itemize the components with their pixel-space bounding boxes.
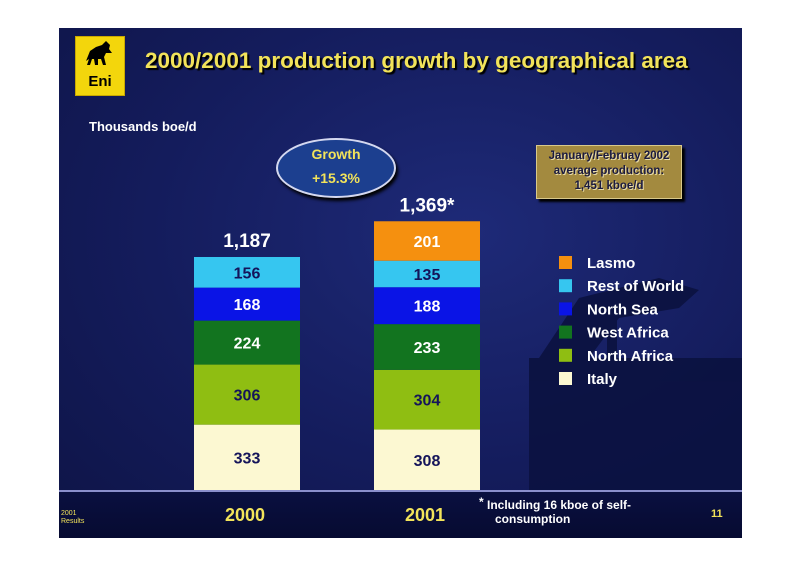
eni-logo: Eni bbox=[75, 36, 125, 96]
legend-swatch-north-sea bbox=[559, 302, 572, 316]
growth-badge: Growth +15.3% bbox=[276, 138, 396, 198]
x-label-2000: 2000 bbox=[225, 505, 266, 525]
label-2001-rest-of-world: 135 bbox=[414, 267, 441, 284]
page-number: 11 bbox=[711, 508, 723, 520]
bar-2000-west-africa bbox=[194, 320, 300, 365]
bottom-bar bbox=[59, 490, 742, 538]
legend-swatch-north-africa bbox=[559, 348, 572, 362]
slide: Eni 2000/2001 production growth by geogr… bbox=[59, 28, 742, 538]
total-2001: 1,369* bbox=[400, 195, 456, 216]
legend-label-italy: Italy bbox=[587, 371, 618, 388]
label-2000-rest-of-world: 156 bbox=[234, 265, 261, 282]
bar-2001-north-sea bbox=[374, 287, 480, 325]
jan-line-1: January/Februay 2002 bbox=[548, 150, 670, 162]
legend-label-west-africa: West Africa bbox=[587, 325, 669, 342]
legend-swatch-lasmo bbox=[559, 256, 572, 269]
legend-swatch-rest-of-world bbox=[559, 279, 572, 293]
bar-2001-italy bbox=[374, 429, 480, 490]
logo-text: Eni bbox=[88, 73, 112, 90]
unit-label: Thousands boe/d bbox=[89, 119, 197, 134]
bar-2000-rest-of-world bbox=[194, 256, 300, 288]
label-2001-lasmo: 201 bbox=[414, 234, 441, 251]
corner-line-2: Results bbox=[61, 518, 85, 525]
slide-title: 2000/2001 production growth by geographi… bbox=[145, 48, 688, 73]
total-2000: 1,187 bbox=[223, 231, 271, 252]
label-2000-west-africa: 224 bbox=[234, 336, 261, 353]
corner-label: 2001 Results bbox=[61, 510, 84, 526]
legend-swatch-west-africa bbox=[559, 325, 572, 339]
legend-label-north-sea: North Sea bbox=[587, 301, 659, 318]
bar-2001-west-africa bbox=[374, 324, 480, 370]
label-2001-west-africa: 233 bbox=[414, 340, 441, 357]
bar-2001-north-africa bbox=[374, 369, 480, 430]
x-label-2001: 2001 bbox=[405, 505, 446, 525]
footnote-marker: * bbox=[479, 495, 484, 509]
footnote-line-2: consumption bbox=[495, 512, 571, 526]
legend-label-lasmo: Lasmo bbox=[587, 255, 635, 272]
legend-label-rest-of-world: Rest of World bbox=[587, 278, 684, 295]
jan-feb-production-box: January/Februay 2002 average production:… bbox=[536, 145, 682, 199]
legend-swatch-italy bbox=[559, 372, 572, 385]
label-2000-north-africa: 306 bbox=[234, 388, 261, 405]
label-2001-north-africa: 304 bbox=[414, 393, 441, 410]
label-2000-north-sea: 168 bbox=[234, 297, 261, 314]
bar-2000-north-sea bbox=[194, 287, 300, 321]
growth-value: +15.3% bbox=[312, 170, 360, 186]
bar-2001-rest-of-world bbox=[374, 260, 480, 288]
growth-label: Growth bbox=[311, 146, 361, 162]
label-2000-italy: 333 bbox=[234, 450, 261, 467]
corner-line-1: 2001 bbox=[61, 510, 77, 517]
jan-line-3: 1,451 kboe/d bbox=[574, 180, 644, 192]
bar-2001-lasmo bbox=[374, 221, 480, 261]
footnote: * Including 16 kboe of self- consumption bbox=[479, 495, 632, 526]
legend-label-north-africa: North Africa bbox=[587, 348, 674, 365]
stacked-bar-chart: 333 306 224 168 156 1,187 308 304 233 188 135 201 1,… bbox=[194, 195, 742, 490]
bar-2000-italy bbox=[194, 424, 300, 490]
jan-line-2: average production: bbox=[553, 165, 665, 177]
footnote-line-1: Including 16 kboe of self- bbox=[487, 498, 632, 512]
bar-2000-north-africa bbox=[194, 364, 300, 425]
label-2001-italy: 308 bbox=[414, 453, 441, 470]
six-legged-dog-icon bbox=[86, 41, 112, 65]
label-2001-north-sea: 188 bbox=[414, 299, 441, 316]
